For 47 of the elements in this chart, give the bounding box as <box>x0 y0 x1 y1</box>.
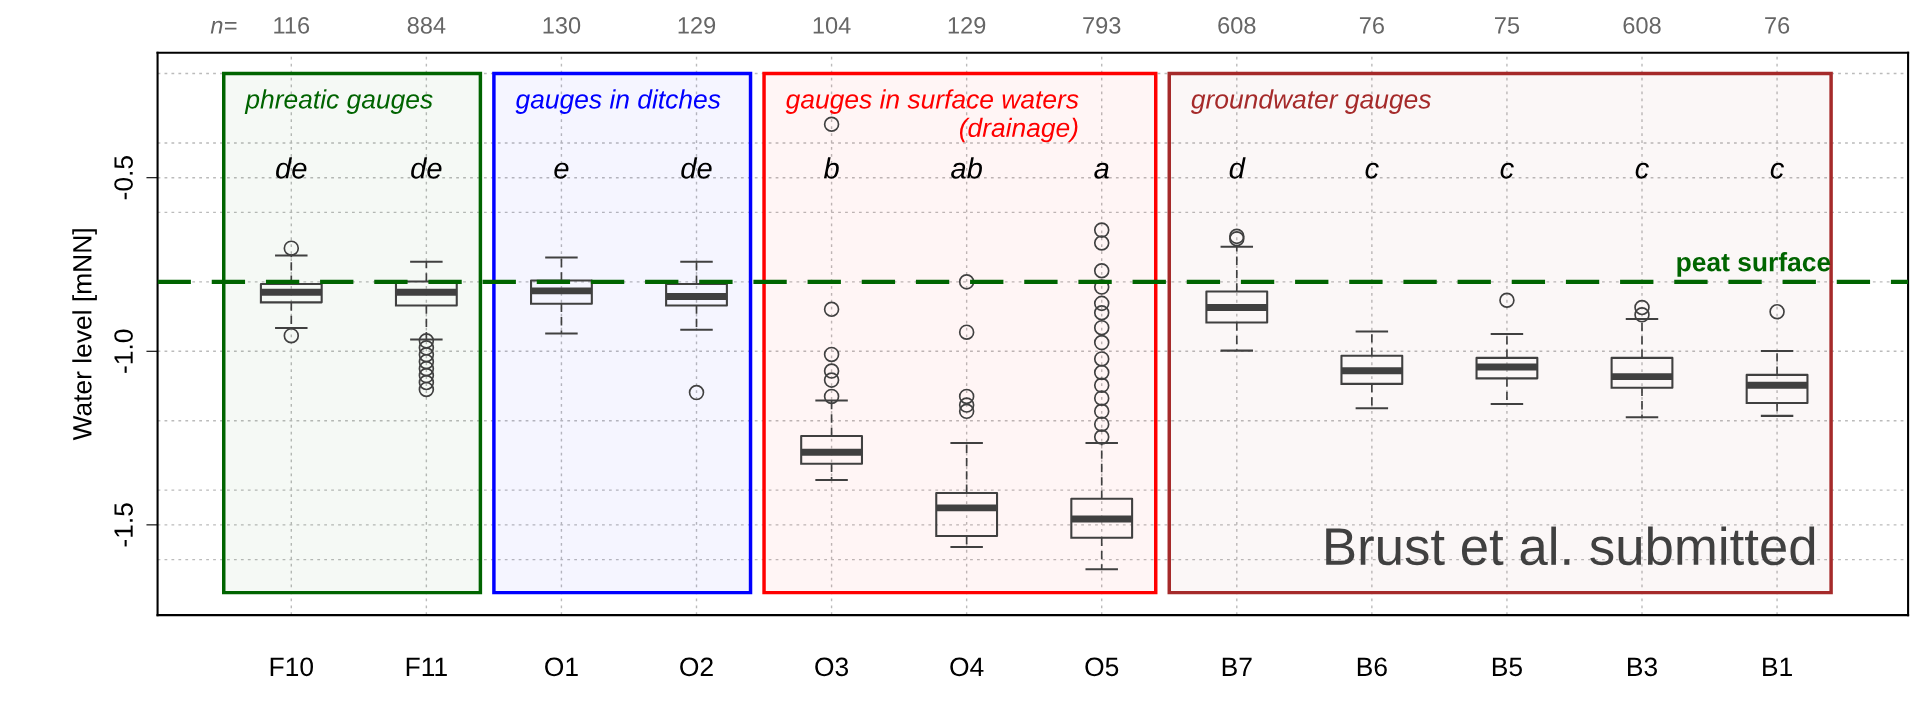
annotation: ab <box>951 157 982 179</box>
annotation: c <box>1500 162 1514 179</box>
text: n= <box>210 20 237 34</box>
text: 129 <box>948 17 986 34</box>
band-label: phreatic gauges <box>244 89 433 114</box>
y-tick-label: -1.0 <box>114 329 133 373</box>
x-tick-label: O2 <box>680 657 713 677</box>
x-tick-label: B5 <box>1492 657 1522 677</box>
band-label: groundwater gauges <box>1190 89 1431 114</box>
text: 793 <box>1083 17 1121 34</box>
ref-line-label: peat surface <box>1677 252 1831 277</box>
x-tick-label: F10 <box>270 657 313 677</box>
annotation: de <box>411 157 442 179</box>
x-tick-label: O4 <box>950 657 984 677</box>
x-tick-label: B6 <box>1357 657 1387 677</box>
text: 76 <box>1359 17 1384 34</box>
annotation: c <box>1635 162 1649 179</box>
y-axis-title: Water level [mNN] <box>72 229 97 441</box>
text: 884 <box>407 17 446 34</box>
y-tick-label: -0.5 <box>114 156 133 200</box>
text: 76 <box>1765 17 1790 34</box>
text: 75 <box>1495 17 1520 34</box>
x-tick-label: F11 <box>406 657 447 676</box>
text: 116 <box>274 17 310 34</box>
x-tick-label: O3 <box>815 657 849 677</box>
x-tick-label: O5 <box>1085 657 1119 677</box>
annotation: c <box>1365 162 1379 179</box>
band-label: gauges in surface waters (drainage) <box>785 89 1079 143</box>
y-tick-label: -1.5 <box>114 503 133 547</box>
text: 608 <box>1218 17 1256 34</box>
text: 104 <box>813 17 851 34</box>
band-label: gauges in ditches <box>515 89 721 114</box>
x-tick-label: B7 <box>1222 657 1252 676</box>
annotation: c <box>1770 162 1785 179</box>
text: 608 <box>1623 17 1661 34</box>
annotation: de <box>681 157 712 179</box>
annotation: a <box>1094 162 1109 179</box>
text: 129 <box>678 17 716 34</box>
annotation: b <box>823 157 839 179</box>
x-tick-label: B3 <box>1628 657 1657 677</box>
x-tick-label: B1 <box>1763 657 1792 676</box>
annotation: d <box>1229 157 1246 179</box>
annotation: Brust et al. submitted <box>1326 526 1815 566</box>
x-tick-label: O1 <box>545 657 578 677</box>
text: 130 <box>543 17 581 34</box>
annotation: e <box>554 162 569 179</box>
annotation: de <box>276 157 307 179</box>
